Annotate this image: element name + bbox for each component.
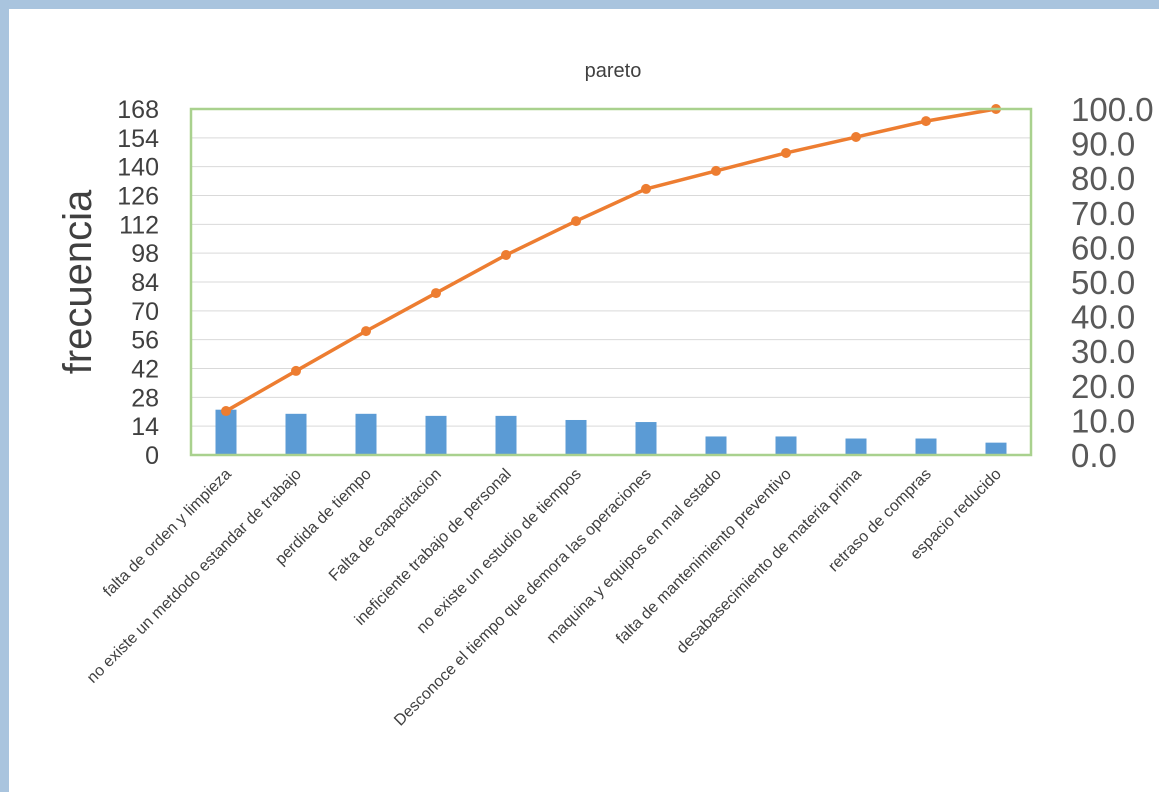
line-point xyxy=(431,288,441,299)
bar xyxy=(775,436,797,455)
left-tick-label: 168 xyxy=(117,96,159,124)
bar xyxy=(985,442,1007,455)
right-tick-label: 70.0 xyxy=(1071,195,1135,232)
right-tick-label: 30.0 xyxy=(1071,333,1135,370)
bar xyxy=(215,409,237,455)
plot-area-border xyxy=(189,107,1033,457)
bar-series xyxy=(215,409,1007,455)
bar xyxy=(285,413,307,455)
gridlines xyxy=(191,108,1031,456)
bar xyxy=(845,438,867,455)
bar xyxy=(915,438,937,455)
right-tick-label: 90.0 xyxy=(1071,126,1135,163)
left-tick-label: 84 xyxy=(131,269,159,297)
left-tick-label: 28 xyxy=(131,384,159,412)
left-tick-label: 14 xyxy=(131,413,159,441)
right-tick-label: 10.0 xyxy=(1071,402,1135,439)
line-point xyxy=(501,250,511,261)
category-label: falta de orden y limpieza xyxy=(100,466,235,601)
line-point xyxy=(711,165,721,176)
right-tick-label: 20.0 xyxy=(1071,368,1135,405)
left-tick-label: 126 xyxy=(117,183,159,211)
right-tick-label: 100.0 xyxy=(1071,91,1154,128)
left-tick-label: 56 xyxy=(131,327,159,355)
left-tick-label: 0 xyxy=(145,442,159,470)
right-tick-label: 60.0 xyxy=(1071,229,1135,266)
bar xyxy=(705,436,727,455)
line-point xyxy=(781,147,791,158)
line-point xyxy=(291,365,301,376)
left-tick-label: 42 xyxy=(131,356,159,384)
right-tick-label: 80.0 xyxy=(1071,160,1135,197)
category-label: Desconoce el tiempo que demora las opera… xyxy=(391,466,655,730)
right-tick-label: 40.0 xyxy=(1071,299,1135,336)
cumulative-line-series xyxy=(221,104,1001,417)
right-tick-label: 0.0 xyxy=(1071,437,1117,474)
left-tick-label: 154 xyxy=(117,125,159,153)
y-axis-title: frecuencia xyxy=(56,189,100,374)
cumulative-line xyxy=(225,107,997,413)
left-tick-label: 98 xyxy=(131,240,159,268)
bar xyxy=(425,415,447,455)
left-tick-label: 140 xyxy=(117,154,159,182)
left-tick-label: 112 xyxy=(119,211,159,239)
right-axis-ticks: 0.010.020.030.040.050.060.070.080.090.01… xyxy=(1071,91,1154,474)
line-point xyxy=(851,132,861,143)
right-tick-label: 50.0 xyxy=(1071,264,1135,301)
line-point xyxy=(571,216,581,227)
line-point xyxy=(641,183,651,194)
left-tick-label: 70 xyxy=(131,298,159,326)
line-point xyxy=(221,406,231,417)
line-point xyxy=(361,326,371,337)
bar xyxy=(565,419,587,455)
line-point xyxy=(921,116,931,127)
bar xyxy=(495,415,517,455)
bar xyxy=(635,422,657,455)
chart-title: pareto xyxy=(585,60,642,82)
bar xyxy=(355,413,377,455)
pareto-chart: pareto frecuencia 0142842567084981121261… xyxy=(56,60,1154,730)
